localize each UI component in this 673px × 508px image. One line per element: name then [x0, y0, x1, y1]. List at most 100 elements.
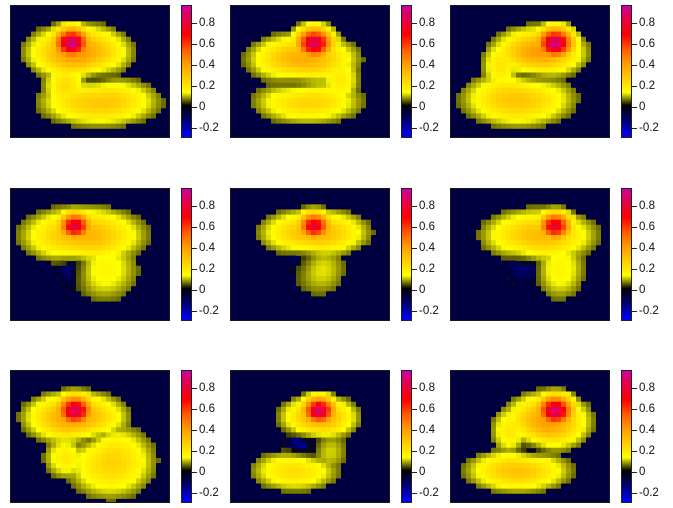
colorbar-tick-label: 0.6 [199, 220, 215, 233]
heatmap-cell [291, 209, 297, 215]
heatmap-cell [581, 209, 587, 215]
heatmap-cell [51, 103, 57, 109]
heatmap-cell [246, 214, 252, 221]
heatmap-cell [261, 26, 267, 32]
heatmap-cell [571, 296, 577, 302]
heatmap-cell [106, 36, 112, 43]
heatmap-cell [296, 265, 302, 272]
heatmap-cell [56, 123, 62, 130]
heatmap-cell [481, 108, 487, 114]
heatmap-cell [471, 11, 477, 17]
heatmap-cell [71, 219, 77, 226]
heatmap-cell [271, 286, 277, 292]
heatmap-cell [36, 62, 42, 68]
heatmap-cell [596, 108, 602, 114]
heatmap-cell [81, 128, 87, 135]
heatmap-cell [46, 113, 52, 119]
heatmap-cell [466, 265, 472, 272]
heatmap-cell [301, 291, 307, 297]
heatmap-cell [276, 255, 282, 262]
heatmap-cell [296, 52, 302, 58]
heatmap-cell [251, 41, 257, 48]
heatmap-cell [236, 235, 242, 241]
heatmap-cell [51, 123, 57, 130]
heatmap-cell [341, 77, 347, 84]
heatmap-cell [106, 229, 112, 236]
heatmap-cell [251, 209, 257, 215]
heatmap-cell [126, 219, 132, 226]
heatmap-cell [576, 62, 582, 68]
heatmap-cell [266, 46, 272, 53]
heatmap-cell [506, 46, 512, 53]
heatmap-cell [371, 26, 377, 32]
heatmap-cell [96, 57, 102, 63]
heatmap-cell [461, 281, 467, 287]
heatmap-cell [601, 199, 607, 205]
heatmap-cell [561, 118, 567, 125]
heatmap-cell [276, 98, 282, 104]
heatmap-cell [326, 31, 332, 38]
heatmap-cell [41, 199, 47, 205]
heatmap-cell [596, 21, 602, 27]
heatmap-cell [16, 133, 22, 137]
heatmap-cell [581, 62, 587, 68]
heatmap-cell [151, 270, 157, 277]
heatmap-cell [296, 286, 302, 292]
heatmap-cell [546, 57, 552, 63]
heatmap-cell [591, 31, 597, 38]
heatmap-cell [531, 108, 537, 114]
heatmap-cell [586, 6, 592, 12]
heatmap-cell [161, 128, 167, 135]
heatmap-cell [276, 57, 282, 63]
heatmap-cell [511, 224, 517, 231]
heatmap-cell [81, 52, 87, 58]
heatmap-cell [246, 133, 252, 137]
heatmap-cell [566, 87, 572, 94]
heatmap-cell [381, 31, 387, 38]
heatmap-cell [556, 219, 562, 226]
heatmap-cell [451, 41, 457, 48]
heatmap-cell [46, 36, 52, 43]
heatmap-cell [496, 87, 502, 94]
heatmap-cell [251, 204, 257, 210]
heatmap-cell [371, 245, 377, 251]
heatmap-cell [351, 11, 357, 17]
heatmap-cell [246, 229, 252, 236]
heatmap-cell [56, 245, 62, 251]
heatmap-cell [566, 62, 572, 68]
heatmap-cell [341, 286, 347, 292]
heatmap-cell [506, 286, 512, 292]
heatmap-cell [306, 113, 312, 119]
heatmap-cell [241, 199, 247, 205]
heatmap-cell [41, 31, 47, 38]
heatmap-cell [36, 31, 42, 38]
heatmap-cell [591, 229, 597, 236]
heatmap-cell [601, 204, 607, 210]
heatmap-cell [581, 21, 587, 27]
heatmap-cell [496, 72, 502, 79]
heatmap-cell [466, 128, 472, 135]
heatmap-cell [251, 108, 257, 114]
heatmap-cell [26, 214, 32, 221]
heatmap-cell [236, 204, 242, 210]
heatmap-cell [86, 296, 92, 302]
heatmap-cell [551, 123, 557, 130]
heatmap-cell [321, 235, 327, 241]
heatmap-cell [76, 194, 82, 200]
heatmap-cell [161, 214, 167, 221]
heatmap-cell [541, 224, 547, 231]
heatmap-cell [361, 52, 367, 58]
heatmap-cell [306, 98, 312, 104]
heatmap-cell [126, 62, 132, 68]
heatmap-cell [106, 291, 112, 297]
heatmap-cell [146, 301, 152, 308]
heatmap-cell [481, 26, 487, 32]
heatmap-cell [256, 41, 262, 48]
heatmap-cell [111, 291, 117, 297]
heatmap-cell [516, 92, 522, 99]
heatmap-cell [256, 11, 262, 17]
heatmap-cell [101, 108, 107, 114]
heatmap-cell [576, 57, 582, 63]
heatmap-cell [531, 113, 537, 119]
heatmap-cell [156, 52, 162, 58]
